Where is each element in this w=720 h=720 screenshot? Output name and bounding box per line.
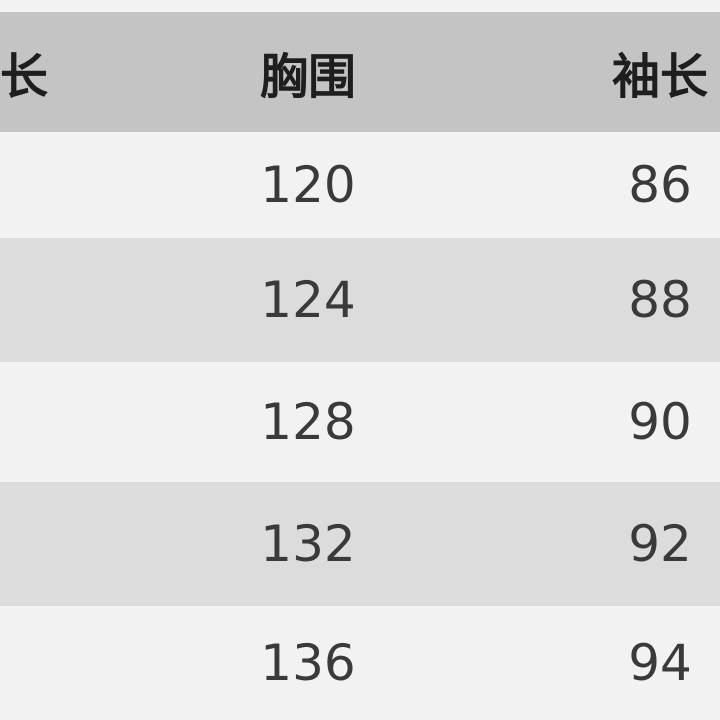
table-cell: 124 — [260, 271, 356, 329]
table-row: 124 88 — [0, 238, 720, 362]
header-cell: 长 — [0, 49, 49, 105]
table-cell: 120 — [260, 156, 356, 214]
table-row: 128 90 — [0, 362, 720, 482]
table-cell: 92 — [628, 515, 692, 573]
table-cell: 128 — [260, 393, 356, 451]
table-cell: 88 — [628, 271, 692, 329]
table-header: 长 胸围 袖长 — [0, 12, 720, 132]
header-cell: 胸围 — [259, 49, 356, 105]
table-cell: 86 — [628, 156, 692, 214]
table-row: 132 92 — [0, 482, 720, 606]
table-cell: 90 — [628, 393, 692, 451]
table-cell: 94 — [628, 634, 692, 692]
table-cell: 132 — [260, 515, 356, 573]
table-row: 136 94 — [0, 606, 720, 720]
table-row: 120 86 — [0, 132, 720, 238]
table-cell: 136 — [260, 634, 356, 692]
header-cell: 袖长 — [611, 49, 708, 105]
